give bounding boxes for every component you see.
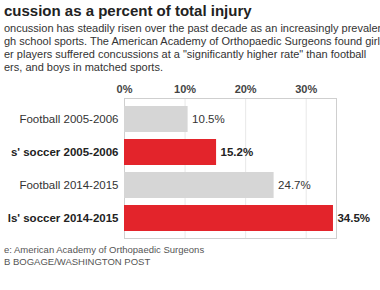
- svg-text:10%: 10%: [174, 83, 196, 95]
- svg-text:0%: 0%: [117, 83, 133, 95]
- svg-text:15.2%: 15.2%: [221, 146, 254, 158]
- svg-text:34.5%: 34.5%: [337, 212, 370, 224]
- svg-text:Football 2014-2015: Football 2014-2015: [19, 179, 118, 191]
- svg-text:ls' soccer 2014-2015: ls' soccer 2014-2015: [8, 212, 119, 224]
- html-text:B BOGAGE/WASHINGTON POST: B BOGAGE/WASHINGTON POST: [4, 256, 151, 267]
- svg-text:s' soccer 2005-2006: s' soccer 2005-2006: [11, 146, 119, 158]
- svg-text:Football 2005-2006: Football 2005-2006: [19, 113, 118, 125]
- html-text:ers, and boys in matched sport: ers, and boys in matched sports.: [4, 61, 163, 73]
- html-text:cussion as a percent of total: cussion as a percent of total injury: [4, 2, 252, 19]
- html-text:e: American Academy of Orthopa: e: American Academy of Orthopaedic Surge…: [4, 244, 205, 255]
- svg-text:20%: 20%: [235, 83, 257, 95]
- svg-text:10.5%: 10.5%: [192, 113, 225, 125]
- html-text:er players suffered concussion: er players suffered concussions at a "si…: [4, 48, 367, 60]
- svg-text:24.7%: 24.7%: [278, 179, 311, 191]
- svg-text:30%: 30%: [295, 83, 317, 95]
